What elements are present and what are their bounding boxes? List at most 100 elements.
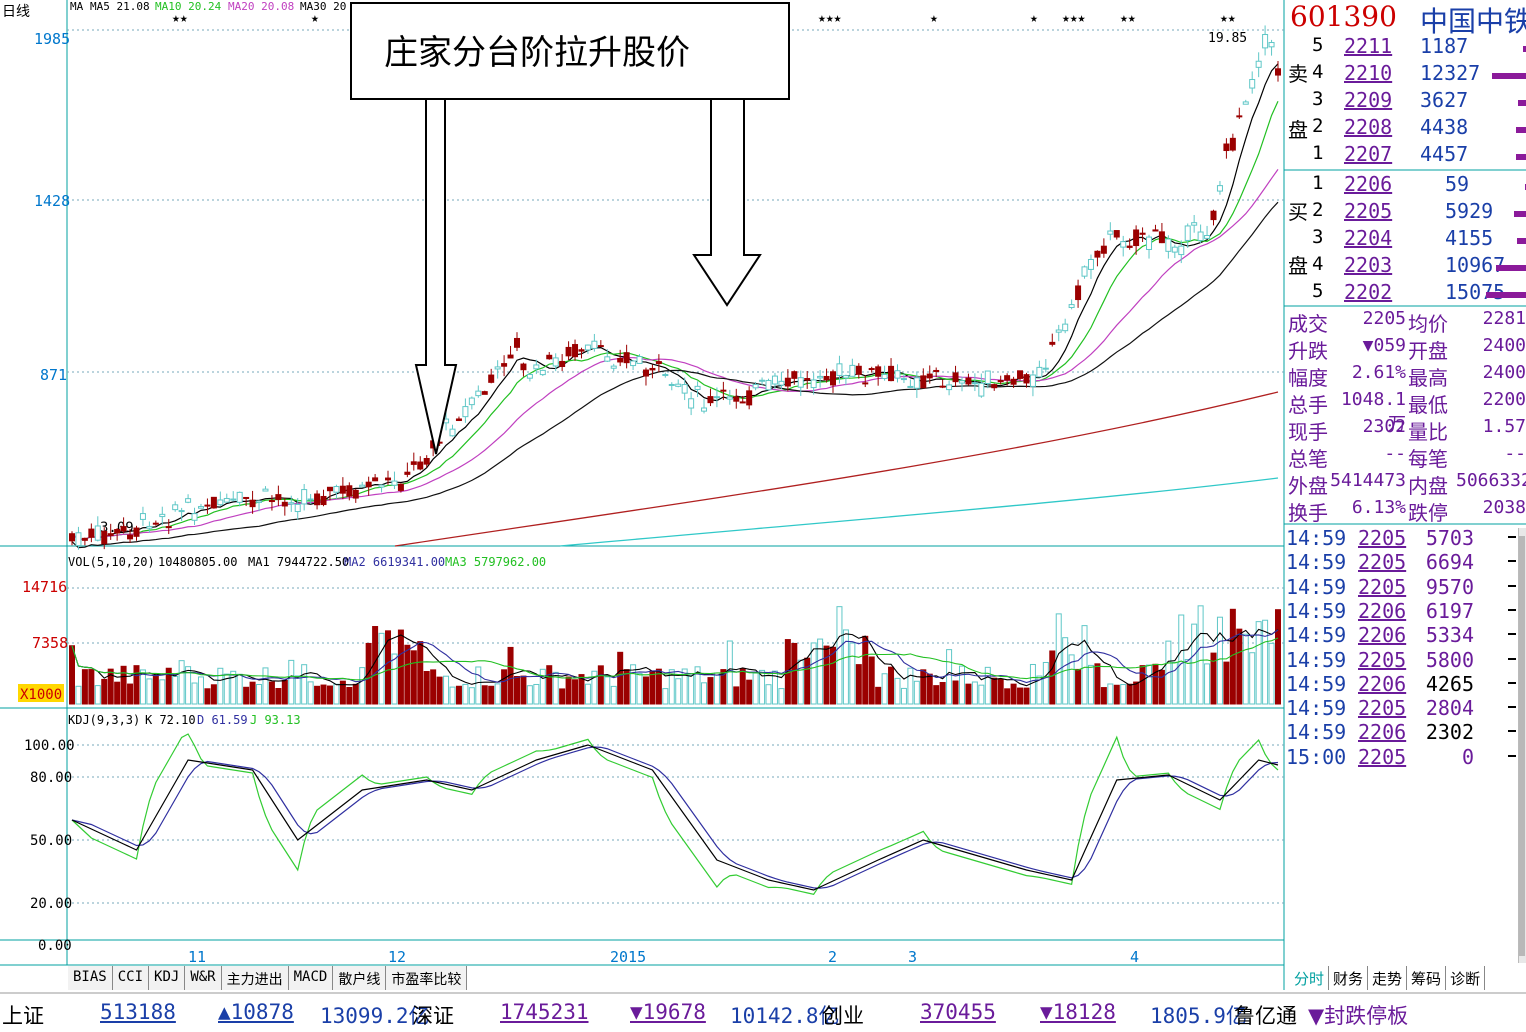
candle[interactable] <box>204 504 211 507</box>
volume-bar[interactable] <box>1107 683 1114 705</box>
candle[interactable] <box>1178 245 1185 256</box>
candle[interactable] <box>533 364 540 370</box>
candle[interactable] <box>468 397 475 406</box>
volume-bar[interactable] <box>320 684 327 705</box>
candle[interactable] <box>1087 258 1094 270</box>
candle[interactable] <box>1184 225 1191 241</box>
candle[interactable] <box>552 357 559 367</box>
tab-retail-line[interactable]: 散户线 <box>333 966 387 990</box>
candle[interactable] <box>997 380 1004 383</box>
volume-bar[interactable] <box>868 656 875 705</box>
volume-bar[interactable] <box>1004 688 1011 705</box>
candle[interactable] <box>707 396 714 404</box>
candle[interactable] <box>1268 42 1275 48</box>
volume-bar[interactable] <box>333 683 340 705</box>
candle[interactable] <box>423 457 430 465</box>
candle[interactable] <box>391 480 398 486</box>
volume-bars[interactable] <box>69 605 1281 705</box>
volume-bar[interactable] <box>107 668 114 705</box>
candle[interactable] <box>307 498 314 501</box>
volume-bar[interactable] <box>533 683 540 705</box>
volume-bar[interactable] <box>494 683 501 705</box>
volume-bar[interactable] <box>752 672 759 705</box>
candle[interactable] <box>1094 250 1101 258</box>
volume-bar[interactable] <box>1197 605 1204 705</box>
tab-finance[interactable]: 财务 <box>1329 966 1369 990</box>
volume-bar[interactable] <box>1242 633 1249 705</box>
volume-bar[interactable] <box>288 659 295 705</box>
volume-bar[interactable] <box>1094 663 1101 705</box>
volume-bar[interactable] <box>688 674 695 705</box>
candle[interactable] <box>662 374 669 377</box>
volume-bar[interactable] <box>1152 663 1159 705</box>
volume-bar[interactable] <box>1236 628 1243 705</box>
candle[interactable] <box>301 489 308 505</box>
volume-bar[interactable] <box>713 672 720 705</box>
candle[interactable] <box>230 498 237 501</box>
candle[interactable] <box>1075 285 1082 301</box>
candle[interactable] <box>1210 210 1217 221</box>
candle[interactable] <box>1165 238 1172 252</box>
volume-bar[interactable] <box>604 676 611 705</box>
volume-bar[interactable] <box>1010 683 1017 705</box>
candle[interactable] <box>765 379 772 391</box>
volume-bar[interactable] <box>694 666 701 705</box>
volume-bar[interactable] <box>210 684 217 705</box>
volume-bar[interactable] <box>862 635 869 705</box>
candle[interactable] <box>1017 370 1024 379</box>
candle[interactable] <box>513 337 520 348</box>
candle[interactable] <box>1126 245 1133 248</box>
candle[interactable] <box>139 513 146 520</box>
volume-bar[interactable] <box>875 686 882 705</box>
candle[interactable] <box>984 370 991 384</box>
candle[interactable] <box>688 398 695 409</box>
candle[interactable] <box>830 371 837 386</box>
tab-bias[interactable]: BIAS <box>68 966 113 990</box>
volume-bar[interactable] <box>223 673 230 705</box>
volume-bar[interactable] <box>75 685 82 705</box>
candle[interactable] <box>1107 230 1114 235</box>
volume-bar[interactable] <box>520 675 527 705</box>
candle[interactable] <box>494 366 501 370</box>
candle[interactable] <box>101 530 108 545</box>
ticker-stock-label[interactable]: 鲁亿通 <box>1234 1004 1297 1028</box>
candle[interactable] <box>1275 68 1281 76</box>
candle[interactable] <box>578 349 585 352</box>
volume-bar[interactable] <box>359 667 366 705</box>
volume-bar[interactable] <box>984 666 991 705</box>
volume-bar[interactable] <box>127 683 134 705</box>
candle[interactable] <box>249 499 256 508</box>
candle[interactable] <box>1068 304 1075 308</box>
volume-bar[interactable] <box>1184 659 1191 705</box>
volume-bar[interactable] <box>765 684 772 705</box>
candle[interactable] <box>1120 241 1127 248</box>
volume-bar[interactable] <box>546 665 553 705</box>
volume-bar[interactable] <box>1113 684 1120 705</box>
candle[interactable] <box>75 532 82 547</box>
volume-bar[interactable] <box>578 674 585 705</box>
volume-bar[interactable] <box>1249 652 1256 705</box>
sell-price-2[interactable]: 2210 <box>1344 61 1393 85</box>
volume-bar[interactable] <box>668 669 675 705</box>
volume-bar[interactable] <box>165 667 172 705</box>
volume-bar[interactable] <box>565 676 572 705</box>
candle[interactable] <box>920 375 927 389</box>
candle[interactable] <box>907 385 914 388</box>
candle[interactable] <box>1152 229 1159 232</box>
candle[interactable] <box>675 383 682 387</box>
candle[interactable] <box>488 374 495 383</box>
candle[interactable] <box>339 485 346 494</box>
candle[interactable] <box>1242 101 1249 105</box>
candle[interactable] <box>1029 374 1036 387</box>
volume-bar[interactable] <box>1042 661 1049 705</box>
candle[interactable] <box>294 503 301 513</box>
tab-macd[interactable]: MACD <box>288 966 334 990</box>
volume-bar[interactable] <box>443 675 450 705</box>
candle[interactable] <box>507 354 514 359</box>
volume-bar[interactable] <box>649 670 656 705</box>
candle[interactable] <box>1255 60 1262 68</box>
candle[interactable] <box>1004 375 1011 381</box>
candle[interactable] <box>701 407 708 412</box>
buy-price-4[interactable]: 2203 <box>1344 253 1393 277</box>
